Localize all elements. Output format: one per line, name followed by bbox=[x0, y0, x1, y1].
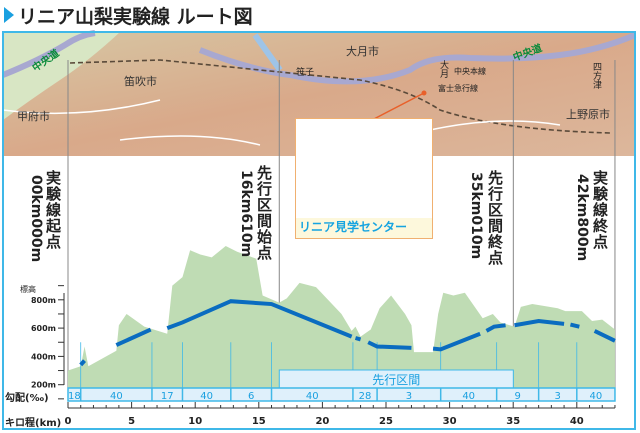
marker-section-start-value: 16km610m bbox=[238, 170, 254, 258]
track-line bbox=[593, 329, 616, 343]
map-label-chuo-line: 中央本線 bbox=[454, 67, 486, 76]
visitor-center-label: リニア見学センター bbox=[299, 220, 408, 234]
gradient-value: 40 bbox=[200, 391, 213, 402]
gradient-value: 9 bbox=[514, 391, 520, 402]
x-tick-label: 25 bbox=[379, 416, 393, 427]
x-tick-label: 40 bbox=[570, 416, 584, 427]
local-roads bbox=[2, 99, 561, 146]
x-tick-label: 0 bbox=[65, 416, 72, 427]
gradient-value: 18 bbox=[68, 391, 81, 402]
plain-area bbox=[3, 32, 120, 120]
marker-section-end-value: 35km010m bbox=[468, 172, 484, 260]
track-line bbox=[166, 299, 353, 339]
linear-route-line bbox=[69, 59, 611, 134]
y-tick-label: 200m bbox=[31, 381, 56, 390]
info-point bbox=[421, 90, 427, 96]
gradient-label: 勾配(‰) bbox=[5, 393, 49, 404]
expressway-road bbox=[1, 30, 637, 85]
track-line bbox=[432, 331, 481, 352]
marker-end-name: 実験線終点 bbox=[591, 170, 609, 250]
x-axis-label: キロ程(km) bbox=[5, 418, 62, 429]
y-tick-label: 800m bbox=[31, 296, 56, 305]
lake bbox=[252, 33, 283, 72]
elevation-chart: 先行区間 18 40 17 40 6 40 28 3 40 9 3 40 200m 400m 600m 800m… bbox=[31, 60, 616, 427]
map-label-kofu-city: 甲府市 bbox=[17, 110, 50, 123]
triangle-icon bbox=[4, 7, 14, 23]
marker-section-start-name: 先行区間始点 bbox=[255, 165, 273, 261]
x-tick-label: 30 bbox=[443, 416, 457, 427]
x-tick-label: 5 bbox=[128, 416, 135, 427]
track-line bbox=[485, 323, 506, 333]
gradient-value: 17 bbox=[161, 391, 174, 402]
section-label: 先行区間 bbox=[372, 373, 420, 387]
map-label-otsuki: 大月 bbox=[438, 60, 448, 78]
track-line bbox=[367, 340, 412, 350]
linear-visitor-center-box[interactable]: リニア見学センター bbox=[295, 118, 433, 239]
gradient-value: 6 bbox=[248, 391, 254, 402]
terrain-area bbox=[68, 246, 615, 388]
gradient-value: 3 bbox=[555, 391, 561, 402]
track-line bbox=[569, 322, 580, 329]
x-tick-label: 20 bbox=[315, 416, 329, 427]
map-label-otsuki-city: 大月市 bbox=[346, 45, 379, 58]
map-label-fujikyu-line: 富士急行線 bbox=[438, 84, 478, 93]
map-label-shiotsu: 四方津 bbox=[591, 62, 601, 89]
marker-start-value: 00km000m bbox=[28, 175, 44, 263]
gradient-value: 28 bbox=[359, 391, 372, 402]
x-tick-label: 10 bbox=[188, 416, 202, 427]
gradient-value: 40 bbox=[462, 391, 475, 402]
gradient-value: 40 bbox=[110, 391, 123, 402]
marker-section-end-name: 先行区間終点 bbox=[486, 170, 504, 266]
track-line bbox=[354, 336, 362, 342]
map-frame bbox=[2, 31, 636, 430]
track-line bbox=[514, 319, 565, 328]
track-line bbox=[79, 359, 87, 367]
gradient-value: 40 bbox=[306, 391, 319, 402]
gradient-value: 40 bbox=[590, 391, 603, 402]
x-tick-label: 15 bbox=[252, 416, 266, 427]
map-label-uenohara-city: 上野原市 bbox=[566, 108, 610, 121]
map-label-sasago: 笹子 bbox=[296, 68, 315, 78]
info-pointer bbox=[371, 92, 425, 121]
marker-end-value: 42km800m bbox=[574, 174, 590, 262]
gradient-bar bbox=[67, 387, 616, 402]
y-tick-label: 600m bbox=[31, 324, 56, 333]
x-tick-label: 35 bbox=[506, 416, 520, 427]
marker-start-name: 実験線起点 bbox=[44, 170, 62, 250]
map-label-fuefuki-city: 笛吹市 bbox=[124, 75, 157, 88]
gradient-value: 3 bbox=[406, 391, 412, 402]
y-axis-label: 標高 bbox=[20, 285, 36, 294]
track-line bbox=[115, 327, 152, 347]
y-tick-label: 400m bbox=[31, 352, 56, 361]
page-title: リニア山梨実験線 ルート図 bbox=[4, 2, 253, 28]
